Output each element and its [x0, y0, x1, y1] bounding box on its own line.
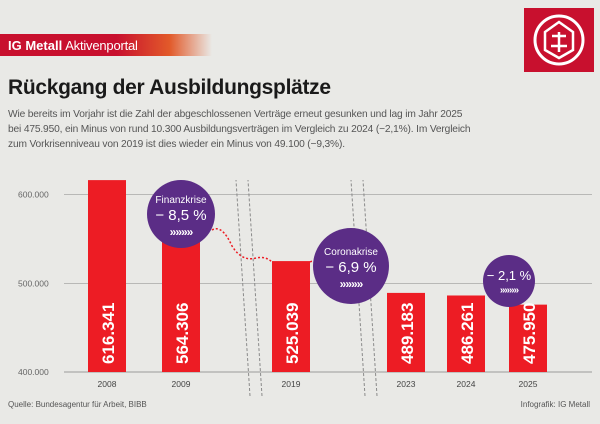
annotation-arrows-icon: »»»» [170, 225, 194, 239]
annotation-value: − 8,5 % [155, 207, 206, 224]
axis-break-line-1 [247, 179, 263, 397]
x-tick-label: 2008 [98, 379, 117, 389]
brand-band [0, 34, 212, 56]
annotation-value: − 6,9 % [325, 259, 376, 276]
bar-2023 [387, 292, 425, 372]
annotation-bubble [147, 180, 215, 248]
annotation-label: Coronakrise [324, 247, 378, 258]
brand-subtitle: Aktivenportal [65, 38, 138, 53]
bar-2025 [509, 304, 547, 372]
decline-connector [211, 228, 273, 263]
annotation-label: Finanzkrise [155, 195, 207, 206]
y-tick-label: 500.000 [18, 278, 49, 288]
intro-text: Wie bereits im Vorjahr ist die Zahl der … [8, 109, 471, 150]
x-tick-label: 2024 [457, 379, 476, 389]
ig-metall-logo-icon [524, 8, 594, 72]
annotation-bubble [313, 228, 389, 304]
bar-value-label: 475.950 [520, 303, 539, 364]
bar-value-label: 564.306 [173, 303, 192, 364]
annotation-arrows-icon: »»»» [340, 277, 364, 291]
axis-break-line-3 [362, 179, 378, 397]
bar-2008 [88, 180, 126, 372]
bar-2019 [272, 261, 310, 372]
bar-value-label: 489.183 [398, 303, 417, 364]
x-tick-label: 2009 [172, 379, 191, 389]
brand-label[interactable]: IG Metall Aktivenportal [8, 38, 138, 53]
source-note: Quelle: Bundesagentur für Arbeit, BIBB [8, 400, 147, 409]
bar-value-label: 486.261 [458, 303, 477, 364]
axis-break-line-2 [350, 179, 366, 397]
x-tick-label: 2019 [282, 379, 301, 389]
bar-value-label: 616.341 [99, 303, 118, 364]
bar-value-label: 525.039 [283, 303, 302, 364]
axis-break-line-0 [235, 179, 251, 397]
bar-2009 [162, 226, 200, 372]
credit-note: Infografik: IG Metall [520, 400, 590, 409]
x-tick-label: 2025 [519, 379, 538, 389]
annotation-arrows-icon: »»»» [500, 285, 520, 296]
y-tick-label: 600.000 [18, 190, 49, 200]
brand-name: IG Metall [8, 38, 63, 53]
logo-graphic [533, 14, 585, 66]
annotation-bubble [483, 255, 535, 307]
page-title: Rückgang der Ausbildungsplätze [8, 76, 331, 99]
x-tick-label: 2023 [397, 379, 416, 389]
annotation-value: − 2,1 % [487, 268, 532, 283]
y-tick-label: 400.000 [18, 367, 49, 377]
bar-2024 [447, 295, 485, 372]
